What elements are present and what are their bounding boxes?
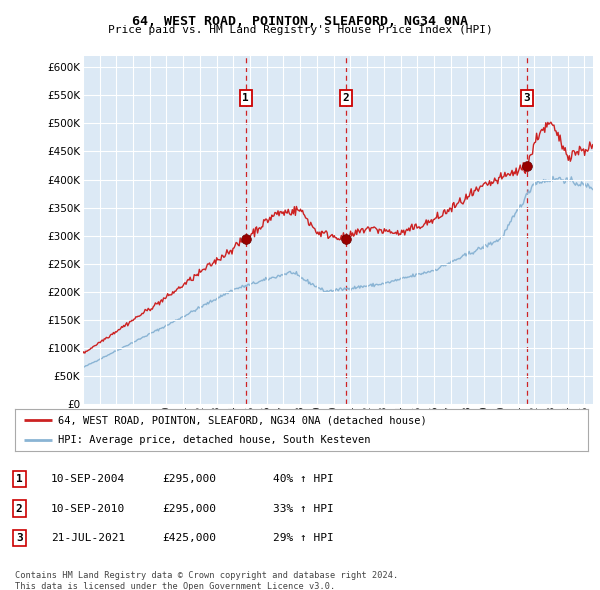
Text: 21-JUL-2021: 21-JUL-2021 <box>51 533 125 543</box>
Text: 64, WEST ROAD, POINTON, SLEAFORD, NG34 0NA: 64, WEST ROAD, POINTON, SLEAFORD, NG34 0… <box>132 15 468 28</box>
Text: Price paid vs. HM Land Registry's House Price Index (HPI): Price paid vs. HM Land Registry's House … <box>107 25 493 35</box>
Text: £295,000: £295,000 <box>162 504 216 513</box>
Text: HPI: Average price, detached house, South Kesteven: HPI: Average price, detached house, Sout… <box>58 435 370 445</box>
Text: 10-SEP-2010: 10-SEP-2010 <box>51 504 125 513</box>
Text: 3: 3 <box>523 93 530 103</box>
Text: 1: 1 <box>242 93 249 103</box>
Text: 40% ↑ HPI: 40% ↑ HPI <box>273 474 334 484</box>
Text: Contains HM Land Registry data © Crown copyright and database right 2024.
This d: Contains HM Land Registry data © Crown c… <box>15 571 398 590</box>
Text: 1: 1 <box>16 474 23 484</box>
Text: 2: 2 <box>16 504 23 513</box>
Text: £295,000: £295,000 <box>162 474 216 484</box>
Text: 29% ↑ HPI: 29% ↑ HPI <box>273 533 334 543</box>
Text: 2: 2 <box>343 93 350 103</box>
Text: 3: 3 <box>16 533 23 543</box>
Text: £425,000: £425,000 <box>162 533 216 543</box>
Text: 64, WEST ROAD, POINTON, SLEAFORD, NG34 0NA (detached house): 64, WEST ROAD, POINTON, SLEAFORD, NG34 0… <box>58 415 427 425</box>
Text: 33% ↑ HPI: 33% ↑ HPI <box>273 504 334 513</box>
Text: 10-SEP-2004: 10-SEP-2004 <box>51 474 125 484</box>
